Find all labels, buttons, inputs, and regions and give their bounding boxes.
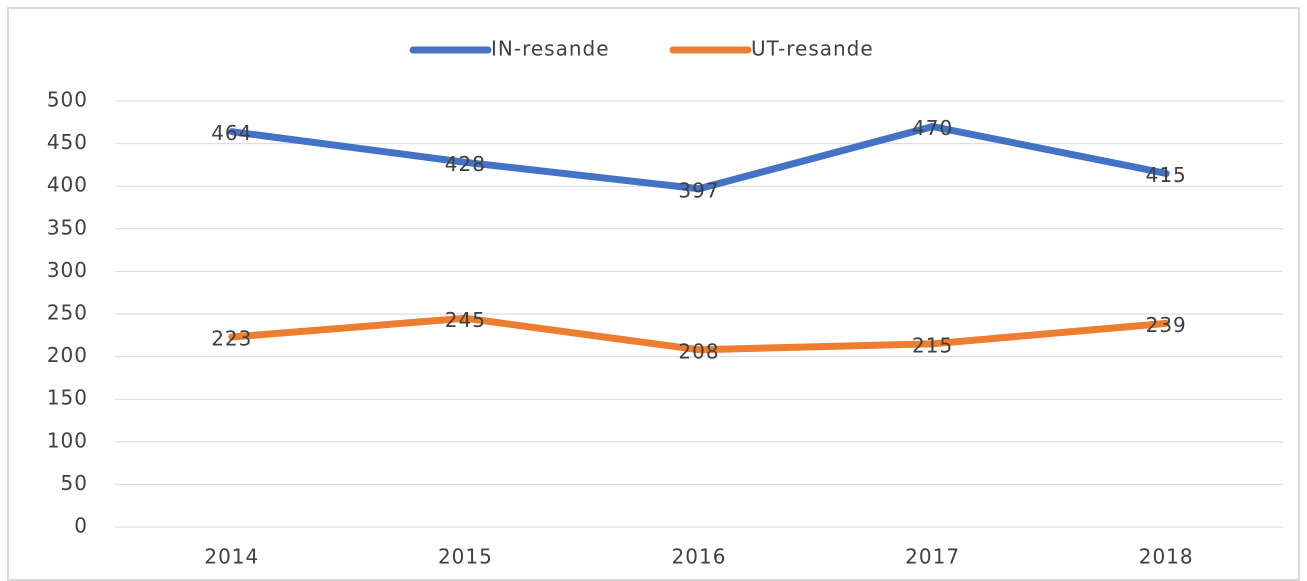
data-label: 215 — [912, 333, 953, 357]
x-tick-label: 2015 — [438, 545, 493, 569]
y-tick-label: 300 — [47, 258, 88, 282]
y-tick-label: 500 — [47, 88, 88, 112]
x-tick-label: 2014 — [204, 545, 259, 569]
data-label: 397 — [678, 178, 719, 202]
y-tick-label: 200 — [47, 343, 88, 367]
data-label: 208 — [678, 339, 719, 363]
y-tick-label: 350 — [47, 215, 88, 239]
series-line — [228, 123, 1170, 193]
data-label: 415 — [1146, 163, 1187, 187]
data-label: 428 — [445, 152, 486, 176]
data-label: 239 — [1146, 313, 1187, 337]
y-tick-label: 50 — [61, 471, 88, 495]
y-tick-label: 100 — [47, 428, 88, 452]
y-tick-label: 450 — [47, 130, 88, 154]
x-tick-label: 2016 — [672, 545, 727, 569]
data-label: 223 — [211, 327, 252, 351]
data-label: 470 — [912, 116, 953, 140]
legend-label: UT-resande — [751, 37, 874, 61]
y-tick-label: 0 — [74, 514, 88, 538]
y-tick-label: 400 — [47, 173, 88, 197]
x-tick-label: 2018 — [1139, 545, 1194, 569]
data-label: 464 — [211, 121, 252, 145]
x-tick-label: 2017 — [905, 545, 960, 569]
chart-frame — [7, 7, 1300, 581]
data-label: 245 — [445, 308, 486, 332]
legend-label: IN-resande — [491, 37, 610, 61]
y-tick-label: 250 — [47, 301, 88, 325]
y-tick-label: 150 — [47, 386, 88, 410]
series-line — [228, 314, 1170, 354]
